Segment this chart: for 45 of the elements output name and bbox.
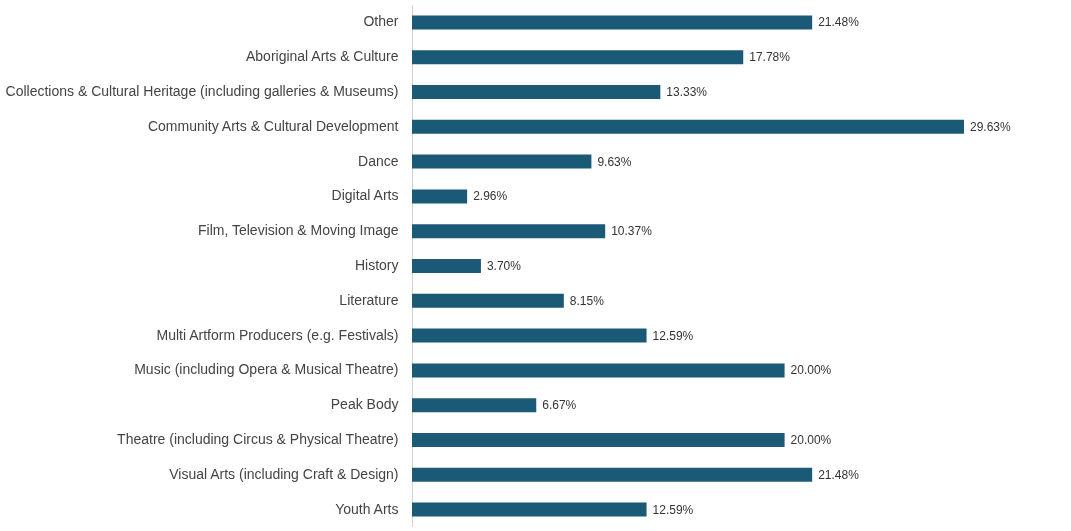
y-tick-label: Literature [339, 291, 399, 308]
y-tick-label: Community Arts & Cultural Development [147, 117, 399, 134]
data-label: 21.48% [818, 15, 860, 30]
data-label: 2.96% [473, 189, 508, 204]
bar [412, 119, 964, 134]
data-label: 3.70% [486, 259, 522, 273]
y-tick-label: Youth Arts [335, 500, 399, 517]
bar [412, 224, 606, 239]
y-tick-label: Music (including Opera & Musical Theatre) [134, 361, 399, 378]
y-tick-label: Visual Arts (including Craft & Design) [169, 465, 399, 482]
bar [412, 259, 481, 273]
data-label: 8.15% [569, 293, 605, 308]
bar [412, 154, 592, 169]
y-tick-label: Film, Television & Moving Image [198, 222, 399, 239]
data-label: 20.00% [790, 363, 832, 378]
bar [412, 467, 813, 482]
bar [412, 293, 564, 308]
y-tick-label: Digital Arts [331, 187, 399, 204]
data-label: 13.33% [666, 85, 708, 99]
bar [412, 363, 785, 378]
bar [412, 189, 468, 204]
y-tick-label: Collections & Cultural Heritage (including galleries & Museums) [5, 83, 399, 99]
data-label: 29.63% [970, 119, 1012, 134]
y-tick-label: Multi Artform Producers (e.g. Festivals) [156, 326, 399, 343]
bar [412, 85, 661, 99]
y-tick-label: History [354, 257, 399, 273]
bar [412, 328, 647, 343]
bar [412, 398, 537, 413]
y-tick-label: Aboriginal Arts & Culture [245, 48, 399, 65]
data-label: 21.48% [818, 467, 860, 482]
data-label: 9.63% [597, 154, 632, 169]
bar [412, 502, 647, 517]
y-tick-label: Other [363, 13, 399, 30]
data-label: 12.59% [652, 328, 694, 343]
data-label: 17.78% [749, 50, 791, 65]
bar [412, 50, 744, 65]
data-label: 20.00% [790, 433, 832, 447]
y-tick-label: Peak Body [330, 396, 399, 413]
y-tick-label: Theatre (including Circus & Physical Theatre) [117, 431, 399, 447]
data-label: 12.59% [652, 502, 694, 517]
data-label: 6.67% [542, 398, 577, 413]
bar [412, 15, 813, 30]
data-label: 10.37% [611, 224, 653, 239]
bar [412, 433, 785, 447]
y-tick-label: Dance [358, 152, 399, 169]
